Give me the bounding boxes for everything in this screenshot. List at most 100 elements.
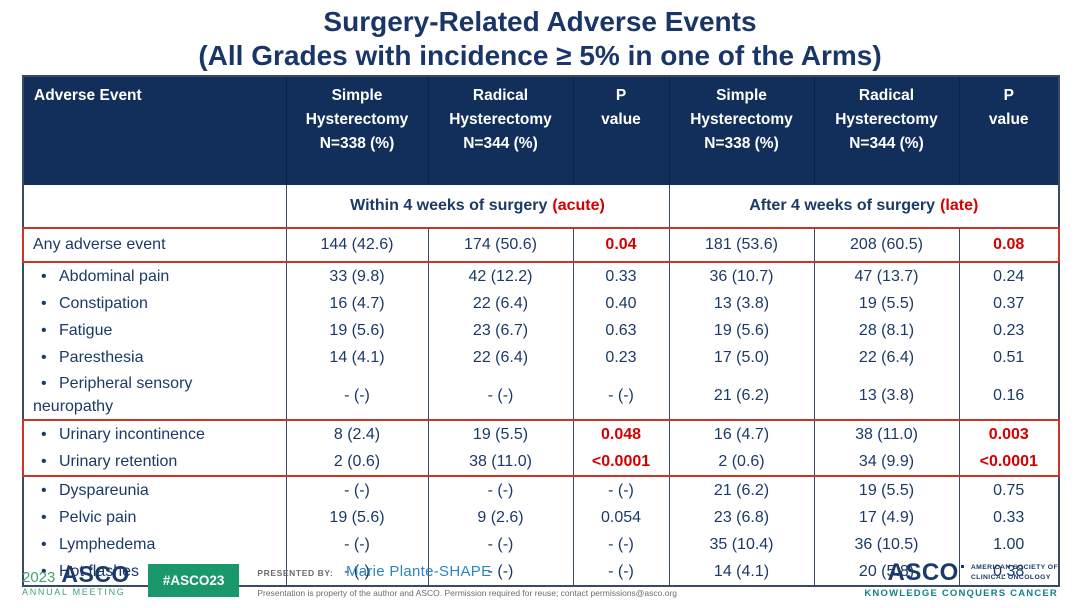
row-label: Fatigue: [59, 321, 113, 339]
table-cell: 22 (6.4): [427, 344, 574, 371]
table-cell: 19 (5.5): [427, 419, 574, 449]
table-cell: 16 (4.7): [285, 290, 429, 317]
table-row-fatigue: • Fatigue 19 (5.6) 23 (6.7) 0.63 19 (5.6)…: [22, 317, 1060, 344]
table-cell: 19 (5.6): [668, 317, 815, 344]
bullet-icon: •: [41, 375, 47, 392]
asco-annual-meeting-logo: 2023 ASCO ANNUAL MEETING: [22, 563, 130, 597]
table-cell: - (-): [285, 558, 429, 587]
bullet-icon: •: [41, 348, 47, 366]
disclaimer-text: Presentation is property of the author a…: [257, 587, 678, 598]
p-value-cell: 0.054: [572, 504, 670, 532]
p-value-cell: 0.63: [572, 317, 670, 344]
p-value-cell: 0.37: [958, 290, 1060, 317]
asco-tagline: KNOWLEDGE CONQUERS CANCER: [864, 588, 1058, 599]
p-value-cell: <0.0001: [958, 448, 1060, 478]
row-label: Pelvic pain: [59, 509, 137, 527]
bullet-icon: •: [41, 453, 47, 471]
bullet-icon: •: [41, 536, 47, 554]
table-cell: 2 (0.6): [668, 448, 815, 478]
p-value-cell: 0.16: [958, 371, 1060, 421]
col-header-simple-acute: Simple Hysterectomy N=338 (%): [285, 76, 429, 185]
p-value-cell: 0.75: [958, 476, 1060, 505]
adverse-events-table: Adverse Event Simple Hysterectomy N=338 …: [22, 75, 1060, 588]
period-late-label: After 4 weeks of surgery: [749, 197, 936, 215]
slide-footer: 2023 ASCO ANNUAL MEETING #ASCO23 PRESENT…: [0, 554, 1080, 606]
logo-year: 2023: [22, 569, 56, 586]
table-row-constipation: • Constipation 16 (4.7) 22 (6.4) 0.40 13 …: [22, 290, 1060, 317]
bullet-icon: •: [41, 267, 47, 285]
col-header-simple-late: Simple Hysterectomy N=338 (%): [668, 76, 815, 185]
table-cell: - (-): [285, 531, 429, 559]
table-cell: 23 (6.7): [427, 317, 574, 344]
table-row-lymphedema: • Lymphedema - (-) - (-) - (-) 35 (10.4) …: [22, 531, 1060, 559]
row-label: Lymphedema: [59, 536, 156, 554]
table-cell: 22 (6.4): [813, 344, 960, 371]
table-cell: 14 (4.1): [668, 558, 815, 587]
table-cell: 19 (5.5): [813, 290, 960, 317]
table-cell: 19 (5.6): [285, 504, 429, 532]
title-line-2: (All Grades with incidence ≥ 5% in one o…: [198, 40, 882, 72]
hashtag-badge: #ASCO23: [147, 563, 240, 597]
p-value-cell: - (-): [572, 371, 670, 421]
table-row-urinary-retention: • Urinary retention 2 (0.6) 38 (11.0) <0.…: [22, 448, 1060, 478]
row-label-cell: Any adverse event: [22, 227, 287, 263]
table-row-peripheral-sensory-neuropathy: • Peripheral sensory neuropathy - (-) - (…: [22, 371, 1060, 421]
table-cell: 47 (13.7): [813, 262, 960, 290]
row-label-cell: • Constipation: [22, 290, 287, 317]
table-cell: 38 (11.0): [427, 448, 574, 478]
table-cell: 19 (5.5): [813, 476, 960, 505]
row-label: Dyspareunia: [59, 482, 149, 500]
p-value-cell: <0.0001: [572, 448, 670, 478]
table-cell: 16 (4.7): [668, 419, 815, 449]
bullet-icon: •: [41, 426, 47, 444]
p-value-cell: - (-): [572, 476, 670, 505]
col-header-radical-late: Radical Hysterectomy N=344 (%): [813, 76, 960, 185]
col-header-adverse-event: Adverse Event: [22, 76, 287, 185]
p-value-cell: 0.003: [958, 419, 1060, 449]
table-cell: 36 (10.5): [813, 531, 960, 559]
period-late-tag: (late): [940, 197, 979, 215]
p-value-cell: - (-): [572, 558, 670, 587]
row-label-cell: • Abdominal pain: [22, 262, 287, 290]
row-label-cell: • Fatigue: [22, 317, 287, 344]
annual-meeting-label: ANNUAL MEETING: [22, 587, 126, 597]
table-cell: 34 (9.9): [813, 448, 960, 478]
title-line-1: Surgery-Related Adverse Events: [323, 6, 757, 37]
col-header-pvalue-late: P value: [958, 76, 1060, 185]
table-cell: 20 (5.8): [813, 558, 960, 587]
table-row-any-adverse-event: Any adverse event 144 (42.6) 174 (50.6) …: [22, 227, 1060, 263]
society-name: AMERICAN SOCIETY OF CLINICAL ONCOLOGY: [970, 564, 1058, 581]
table-cell: 21 (6.2): [668, 371, 815, 421]
table-cell: - (-): [427, 558, 574, 587]
asco-logo-text-right: ASCO: [887, 559, 959, 586]
table-row-abdominal-pain: • Abdominal pain 33 (9.8) 42 (12.2) 0.33 …: [22, 262, 1060, 290]
table-cell: 23 (6.8): [668, 504, 815, 532]
row-label: Urinary retention: [59, 453, 178, 471]
period-acute-tag: (acute): [552, 197, 605, 215]
p-value-cell: 0.33: [572, 262, 670, 290]
p-value-cell: 0.40: [572, 290, 670, 317]
p-value-cell: 0.33: [958, 504, 1060, 532]
trademark-icon: [960, 564, 964, 568]
table-cell: 174 (50.6): [427, 227, 574, 263]
p-value-cell: 0.23: [572, 344, 670, 371]
row-label-cell: • Urinary retention: [22, 448, 287, 478]
asco-logo-text: ASCO: [61, 561, 130, 587]
table-cell: 2 (0.6): [285, 448, 429, 478]
p-value-cell: 0.38: [958, 558, 1060, 587]
table-row-dyspareunia: • Dyspareunia - (-) - (-) - (-) 21 (6.2) …: [22, 476, 1060, 505]
row-label: Hot flashes: [59, 563, 140, 581]
presenter-name: Marie Plante-SHAPE: [345, 563, 492, 581]
table-cell: - (-): [285, 476, 429, 505]
table-cell: 14 (4.1): [285, 344, 429, 371]
table-cell: - (-): [427, 371, 574, 421]
table-cell: 17 (4.9): [813, 504, 960, 532]
table-row-paresthesia: • Paresthesia 14 (4.1) 22 (6.4) 0.23 17 (…: [22, 344, 1060, 371]
table-cell: 13 (3.8): [813, 371, 960, 421]
table-cell: - (-): [427, 476, 574, 505]
row-label: Urinary incontinence: [59, 426, 205, 444]
row-label: Abdominal pain: [59, 267, 170, 285]
table-cell: 8 (2.4): [285, 419, 429, 449]
period-late: After 4 weeks of surgery (late): [668, 185, 1060, 228]
col-header-radical-acute: Radical Hysterectomy N=344 (%): [427, 76, 574, 185]
